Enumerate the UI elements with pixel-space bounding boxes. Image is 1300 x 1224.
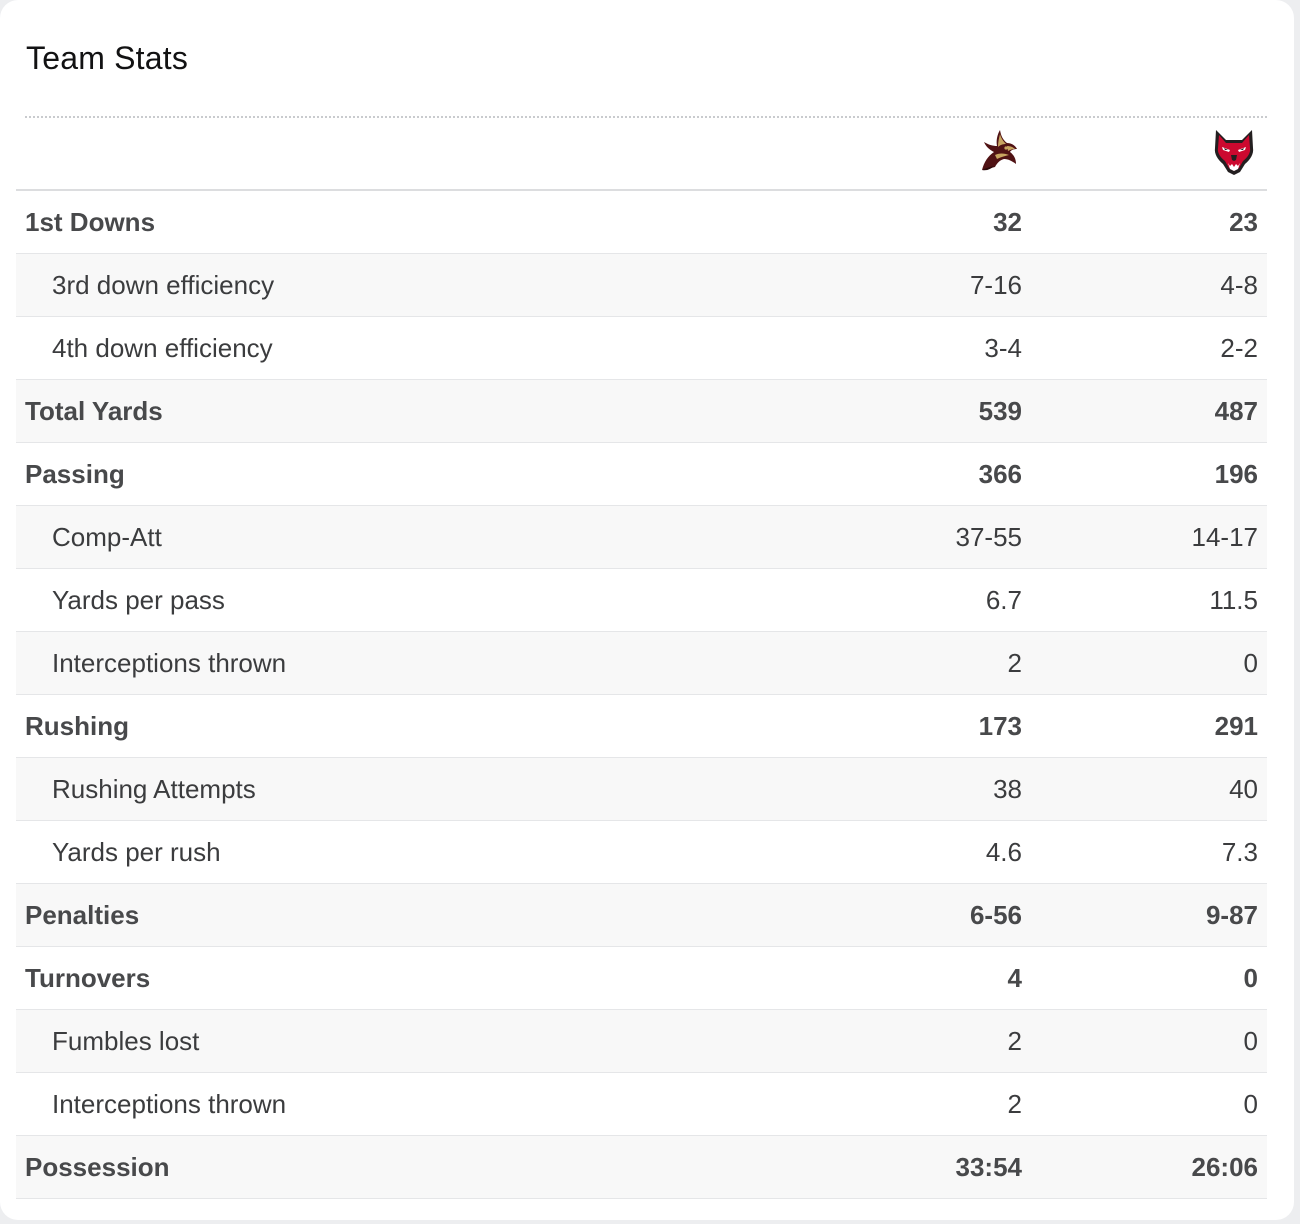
stat-row: Interceptions thrown 2 0 — [16, 1073, 1267, 1136]
stat-label: Total Yards — [25, 396, 163, 426]
stat-label: Turnovers — [25, 963, 151, 993]
home-stat-value: 539 — [978, 396, 1022, 426]
home-stat-value: 2 — [1007, 1026, 1022, 1056]
stat-row: 3rd down efficiency 7-16 4-8 — [16, 254, 1267, 317]
away-stat-value: 196 — [1214, 459, 1258, 489]
stat-label: Penalties — [25, 900, 140, 930]
stat-row: Rushing Attempts 38 40 — [16, 758, 1267, 821]
away-stat-value: 0 — [1243, 963, 1258, 993]
away-stat-value: 14-17 — [1191, 522, 1259, 552]
home-stat-value: 2 — [1007, 648, 1022, 678]
away-stat-value: 0 — [1243, 1026, 1258, 1056]
stat-row: 4th down efficiency 3-4 2-2 — [16, 317, 1267, 380]
stat-row: Total Yards 539 487 — [16, 380, 1267, 443]
stat-row: Comp-Att 37-55 14-17 — [16, 506, 1267, 569]
stat-row: Interceptions thrown 2 0 — [16, 632, 1267, 695]
stat-row: Penalties 6-56 9-87 — [16, 884, 1267, 947]
away-stat-value: 291 — [1214, 711, 1258, 741]
home-stat-value: 2 — [1007, 1089, 1022, 1119]
stat-row: Possession 33:54 26:06 — [16, 1136, 1267, 1199]
title-divider — [25, 116, 1267, 118]
stat-label: 4th down efficiency — [52, 333, 273, 363]
bobcat-logo-icon[interactable] — [976, 128, 1020, 176]
card-title: Team Stats — [26, 40, 189, 76]
home-stat-value: 6.7 — [985, 585, 1022, 615]
away-stat-value: 40 — [1229, 774, 1258, 804]
stat-label: 3rd down efficiency — [52, 270, 275, 300]
team-stats-table: 1st Downs 32 23 3rd down efficiency 7-16 4-8 4… — [16, 191, 1267, 1199]
home-stat-value: 6-56 — [969, 900, 1022, 930]
home-stat-value: 3-4 — [984, 333, 1022, 363]
home-stat-value: 37-55 — [955, 522, 1023, 552]
away-stat-value: 2-2 — [1220, 333, 1258, 363]
stat-label: Yards per rush — [52, 837, 221, 867]
away-stat-value: 487 — [1214, 396, 1258, 426]
stat-row: 1st Downs 32 23 — [16, 191, 1267, 254]
away-stat-value: 11.5 — [1209, 585, 1258, 615]
away-stat-value: 0 — [1243, 648, 1258, 678]
red-wolf-logo-icon[interactable] — [1212, 128, 1256, 176]
stat-label: Interceptions thrown — [52, 1089, 287, 1119]
stat-label: Fumbles lost — [52, 1026, 200, 1056]
home-stat-value: 32 — [993, 207, 1022, 237]
away-stat-value: 0 — [1243, 1089, 1258, 1119]
away-stat-value: 23 — [1229, 207, 1258, 237]
away-stat-value: 7.3 — [1221, 837, 1258, 867]
stat-label: Yards per pass — [52, 585, 225, 615]
home-stat-value: 4 — [1007, 963, 1022, 993]
away-stat-value: 26:06 — [1191, 1152, 1259, 1182]
stat-row: Passing 366 196 — [16, 443, 1267, 506]
away-stat-value: 4-8 — [1220, 270, 1258, 300]
stat-label: Interceptions thrown — [52, 648, 287, 678]
stat-row: Rushing 173 291 — [16, 695, 1267, 758]
stat-row: Turnovers 4 0 — [16, 947, 1267, 1010]
stat-row: Yards per rush 4.6 7.3 — [16, 821, 1267, 884]
stat-label: 1st Downs — [25, 207, 156, 237]
team-logo-header — [16, 118, 1267, 191]
home-stat-value: 4.6 — [985, 837, 1022, 867]
stat-label: Rushing — [25, 711, 129, 741]
stat-label: Rushing Attempts — [52, 774, 256, 804]
stat-row: Yards per pass 6.7 11.5 — [16, 569, 1267, 632]
stat-row: Fumbles lost 2 0 — [16, 1010, 1267, 1073]
home-stat-value: 366 — [978, 459, 1022, 489]
stat-label: Possession — [25, 1152, 170, 1182]
home-stat-value: 7-16 — [969, 270, 1022, 300]
home-stat-value: 33:54 — [955, 1152, 1023, 1182]
stat-label: Passing — [25, 459, 125, 489]
stat-label: Comp-Att — [52, 522, 162, 552]
home-stat-value: 38 — [993, 774, 1022, 804]
home-stat-value: 173 — [978, 711, 1022, 741]
away-stat-value: 9-87 — [1205, 900, 1258, 930]
